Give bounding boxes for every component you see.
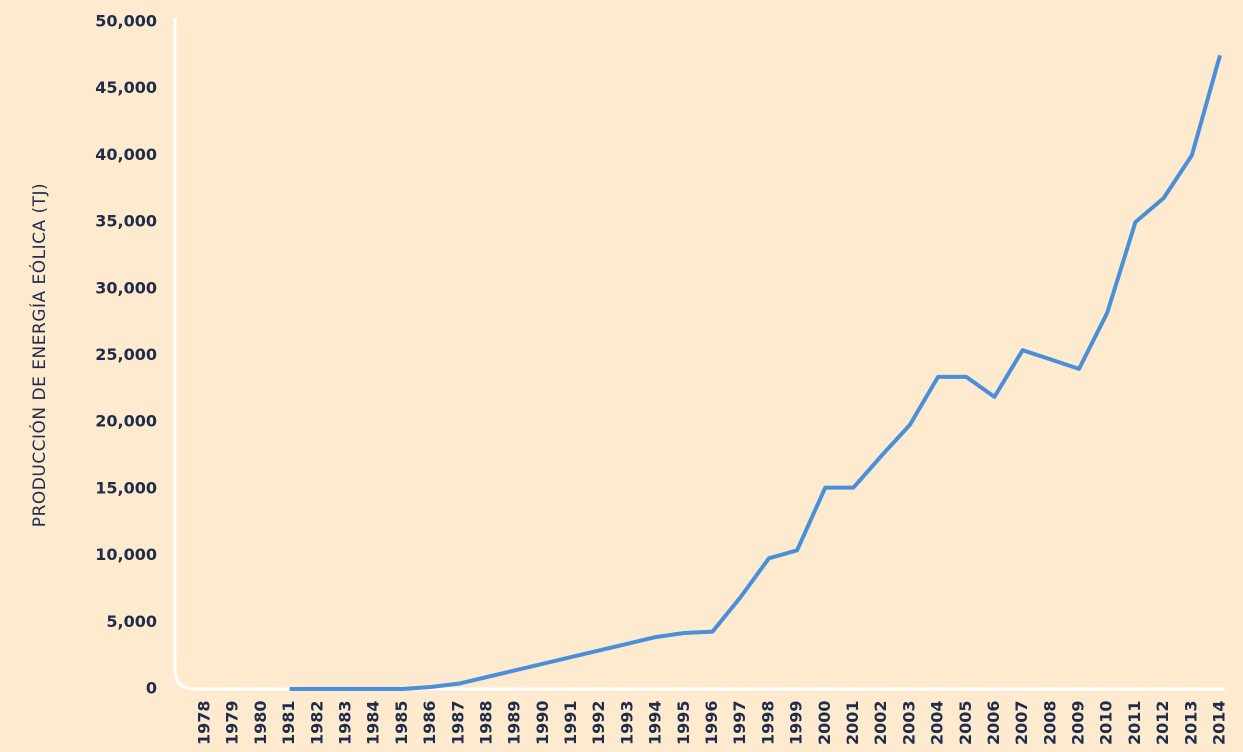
x-tick-label: 2012 [1153,700,1172,745]
x-tick-label: 2001 [843,700,862,745]
y-tick-label: 50,000 [95,12,157,31]
y-tick-label: 40,000 [95,145,157,164]
y-tick-label: 5,000 [106,612,157,631]
x-tick-label: 2005 [956,700,975,745]
x-tick-label: 1992 [589,700,608,745]
x-tick-label: 1991 [561,700,580,745]
x-tick-label: 2014 [1210,700,1229,745]
x-tick-label: 1989 [505,700,524,745]
x-tick-label: 2008 [1040,700,1059,745]
y-tick-label: 25,000 [95,345,157,364]
x-tick-label: 1990 [533,700,552,745]
x-tick-label: 2011 [1125,700,1144,745]
x-tick-label: 1982 [307,700,326,745]
x-tick-label: 1984 [364,700,383,745]
x-tick-label: 1978 [195,700,214,745]
data-line [289,54,1222,691]
y-tick-label: 15,000 [95,478,157,497]
x-tick-label: 2004 [928,700,947,745]
y-tick-label: 45,000 [95,78,157,97]
x-tick-label: 2009 [1069,700,1088,745]
x-tick-label: 2007 [1012,700,1031,745]
x-tick-label: 1985 [392,700,411,745]
x-tick-label: 2010 [1097,700,1116,745]
axis-line [173,18,1225,691]
x-tick-label: 1980 [251,700,270,745]
x-tick-label: 1998 [758,700,777,745]
y-tick-label: 30,000 [95,278,157,297]
x-tick-label: 2003 [899,700,918,745]
y-tick-label: 20,000 [95,412,157,431]
x-tick-label: 1995 [674,700,693,745]
x-tick-label: 1999 [787,700,806,745]
x-tick-label: 1993 [617,700,636,745]
x-tick-label: 1996 [702,700,721,745]
x-tick-label: 1997 [730,700,749,745]
x-tick-label: 1983 [335,700,354,745]
x-tick-label: 2006 [984,700,1003,745]
y-axis-title: PRODUCCIÓN DE ENERGÍA EÓLICA (TJ) [28,183,50,527]
y-tick-label: 35,000 [95,212,157,231]
x-tick-label: 1987 [448,700,467,745]
x-tick-label: 1994 [646,700,665,745]
y-tick-label: 0 [146,679,157,698]
x-tick-label: 2000 [815,700,834,745]
x-tick-label: 2002 [871,700,890,745]
x-tick-label: 1986 [420,700,439,745]
x-tick-label: 1988 [476,700,495,745]
x-tick-label: 1979 [223,700,242,745]
x-tick-label: 1981 [279,700,298,745]
x-tick-label: 2013 [1181,700,1200,745]
y-tick-label: 10,000 [95,545,157,564]
